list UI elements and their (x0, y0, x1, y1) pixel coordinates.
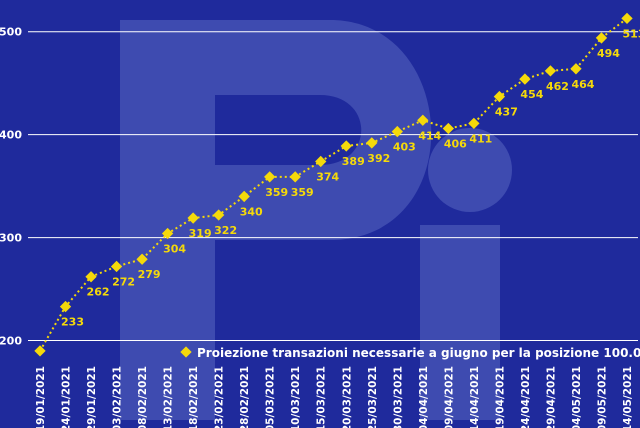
point-24/04/2021 (519, 73, 531, 85)
x-tick-10/03/2021: 10/03/2021 (290, 366, 302, 428)
y-tick-300: 300 (0, 232, 22, 245)
x-tick-29/01/2021: 29/01/2021 (86, 366, 98, 428)
x-tick-28/02/2021: 28/02/2021 (239, 366, 251, 428)
watermark-letter-i-dot (428, 128, 512, 212)
x-tick-08/02/2021: 08/02/2021 (137, 366, 149, 428)
point-05/03/2021 (264, 171, 276, 183)
data-label-04/04/2021: 414 (418, 129, 441, 142)
data-label-25/03/2021: 392 (367, 152, 390, 165)
legend: Proiezione transazioni necessarie a giug… (180, 346, 640, 360)
data-label-29/01/2021: 262 (87, 286, 110, 299)
x-tick-04/05/2021: 04/05/2021 (571, 366, 583, 428)
legend-label: Proiezione transazioni necessarie a giug… (197, 346, 640, 360)
x-tick-24/01/2021: 24/01/2021 (61, 366, 73, 428)
data-label-28/02/2021: 340 (240, 205, 263, 218)
watermark-logo (120, 20, 512, 420)
y-tick-200: 200 (0, 335, 22, 348)
x-tick-30/03/2021: 30/03/2021 (392, 366, 404, 428)
data-label-08/02/2021: 279 (138, 268, 161, 281)
watermark-letter-p (120, 20, 432, 420)
point-08/02/2021 (136, 253, 148, 265)
point-18/02/2021 (187, 212, 199, 224)
data-label-23/02/2021: 322 (214, 224, 237, 237)
data-label-03/02/2021: 272 (112, 275, 135, 288)
legend-marker (180, 346, 192, 358)
point-28/02/2021 (238, 190, 250, 203)
point-19/01/2021 (34, 345, 46, 357)
x-tick-05/03/2021: 05/03/2021 (265, 366, 277, 428)
data-label-24/04/2021: 454 (520, 88, 543, 101)
data-label-15/03/2021: 374 (316, 170, 339, 183)
x-tick-14/04/2021: 14/04/2021 (469, 366, 481, 428)
data-label-19/04/2021: 437 (495, 106, 518, 119)
x-tick-09/04/2021: 09/04/2021 (443, 366, 455, 428)
point-30/03/2021 (391, 125, 403, 138)
x-tick-23/02/2021: 23/02/2021 (214, 366, 226, 428)
data-label-29/04/2021: 462 (546, 80, 569, 93)
data-label-10/03/2021: 359 (291, 186, 314, 199)
x-tick-25/03/2021: 25/03/2021 (367, 366, 379, 428)
x-tick-15/03/2021: 15/03/2021 (316, 366, 328, 428)
data-label-09/05/2021: 494 (597, 47, 620, 60)
x-tick-14/05/2021: 14/05/2021 (622, 366, 634, 428)
point-29/01/2021 (85, 271, 97, 283)
data-label-04/05/2021: 464 (571, 78, 594, 91)
point-23/02/2021 (212, 209, 225, 221)
x-tick-29/04/2021: 29/04/2021 (545, 366, 557, 428)
x-tick-24/04/2021: 24/04/2021 (520, 366, 532, 428)
x-tick-04/04/2021: 04/04/2021 (418, 366, 430, 428)
data-label-30/03/2021: 403 (393, 141, 416, 154)
point-29/04/2021 (544, 65, 557, 77)
x-tick-09/05/2021: 09/05/2021 (596, 366, 608, 428)
data-label-13/02/2021: 304 (163, 243, 186, 256)
point-10/03/2021 (289, 171, 301, 183)
x-tick-19/01/2021: 19/01/2021 (35, 366, 47, 428)
x-tick-19/04/2021: 19/04/2021 (494, 366, 506, 428)
data-label-14/05/2021: 513 (623, 27, 640, 40)
y-tick-500: 500 (0, 26, 22, 39)
point-15/03/2021 (315, 155, 327, 168)
data-label-20/03/2021: 389 (342, 155, 365, 168)
watermark-letter-i-stem (420, 225, 500, 420)
data-label-14/04/2021: 411 (469, 132, 492, 145)
point-13/02/2021 (161, 227, 174, 240)
point-20/03/2021 (340, 140, 352, 152)
point-25/03/2021 (366, 137, 378, 149)
data-label-09/04/2021: 406 (444, 138, 467, 151)
point-09/05/2021 (595, 32, 608, 44)
x-tick-03/02/2021: 03/02/2021 (112, 366, 124, 428)
data-label-18/02/2021: 319 (189, 227, 212, 240)
x-tick-18/02/2021: 18/02/2021 (188, 366, 200, 428)
data-label-24/01/2021: 233 (61, 316, 84, 329)
x-tick-13/02/2021: 13/02/2021 (163, 366, 175, 428)
x-tick-20/03/2021: 20/03/2021 (341, 366, 353, 428)
y-tick-400: 400 (0, 129, 22, 142)
data-label-05/03/2021: 359 (265, 186, 288, 199)
